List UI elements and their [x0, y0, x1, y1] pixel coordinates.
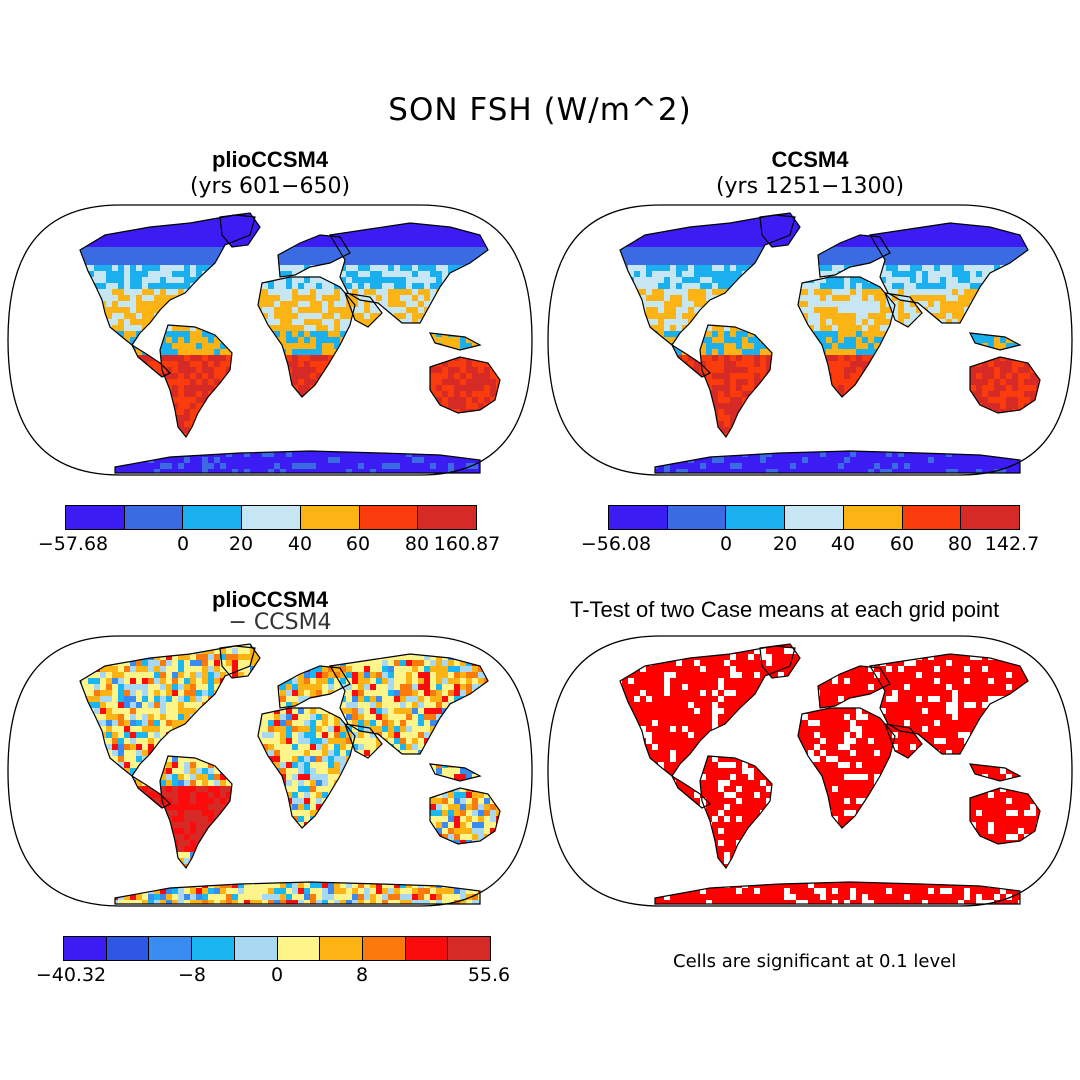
panel-subtitle-ccsm4: (yrs 1251−1300) — [715, 174, 905, 199]
colorbar-pliocc — [65, 505, 477, 530]
colorbar-tick-label: 0 — [176, 533, 190, 555]
colorbar-tick-label: 20 — [228, 533, 254, 555]
colorbar-ccsm4 — [608, 505, 1020, 530]
colorbar-swatch — [726, 506, 786, 529]
coastlines — [79, 643, 501, 905]
panel-title-pliocc: plioCCSM4 — [211, 147, 329, 172]
colorbar-tick-label: 0 — [719, 533, 733, 555]
colorbar-swatch — [183, 506, 243, 529]
panel-title-difference: plioCCSM4 — [211, 587, 329, 612]
colorbar-tick-label: −57.68 — [37, 533, 109, 555]
colorbar-swatch — [362, 937, 406, 960]
colorbar-tick-label: −56.08 — [580, 533, 652, 555]
panel-subtitle-pliocc: (yrs 601−650) — [189, 174, 351, 199]
panel-subtitle-difference: − CCSM4 — [228, 610, 332, 635]
colorbar-tick-label: 60 — [345, 533, 371, 555]
figure-title: SON FSH (W/m^2) — [388, 92, 692, 128]
colorbar-tick-label: 142.7 — [984, 533, 1040, 555]
colorbar-tick-label: 80 — [947, 533, 973, 555]
colorbar-tick-label: 8 — [355, 964, 369, 986]
map-outline — [7, 204, 533, 476]
colorbar-swatch — [242, 506, 301, 529]
map-pliocc — [7, 204, 533, 476]
map-ccsm4 — [547, 204, 1073, 476]
colorbar-tick-label: 160.87 — [433, 533, 501, 555]
colorbar-swatch — [902, 506, 962, 529]
significance-note: Cells are significant at 0.1 level — [673, 951, 957, 972]
colorbar-swatch — [448, 937, 491, 960]
map-difference — [7, 635, 533, 907]
colorbar-swatch — [106, 937, 150, 960]
colorbar-tick-label: −40.32 — [35, 964, 107, 986]
colorbar-tick-label: 80 — [404, 533, 430, 555]
panel-title-ccsm4: CCSM4 — [771, 147, 849, 172]
colorbar-swatch — [234, 937, 278, 960]
colorbar-tick-label: 20 — [772, 533, 798, 555]
colorbar-tick-label: 40 — [287, 533, 313, 555]
colorbar-tick-label: 55.6 — [467, 964, 511, 986]
colorbar-swatch — [359, 506, 419, 529]
map-outline — [547, 204, 1073, 476]
colorbar-swatch — [300, 506, 360, 529]
colorbar-swatch — [418, 506, 477, 529]
colorbar-swatch — [64, 937, 107, 960]
coastlines — [619, 212, 1041, 474]
colorbar-swatch — [149, 937, 193, 960]
colorbar-swatch — [405, 937, 449, 960]
colorbar-swatch — [667, 506, 727, 529]
panel-title-ttest: T-Test of two Case means at each grid po… — [570, 597, 1000, 622]
colorbar-swatch — [843, 506, 903, 529]
colorbar-tick-label: 40 — [830, 533, 856, 555]
coastlines — [79, 212, 501, 474]
colorbar-swatch — [277, 937, 321, 960]
coastlines — [619, 643, 1041, 905]
map-outline — [547, 635, 1073, 907]
colorbar-swatch — [192, 937, 235, 960]
colorbar-tick-label: 0 — [270, 964, 284, 986]
map-outline — [7, 635, 533, 907]
colorbar-swatch — [961, 506, 1020, 529]
colorbar-difference — [63, 936, 491, 961]
colorbar-swatch — [124, 506, 184, 529]
colorbar-swatch — [66, 506, 125, 529]
colorbar-swatch — [609, 506, 668, 529]
colorbar-tick-label: 60 — [889, 533, 915, 555]
colorbar-swatch — [320, 937, 363, 960]
map-ttest — [547, 635, 1073, 907]
colorbar-tick-label: −8 — [177, 964, 207, 986]
colorbar-swatch — [785, 506, 844, 529]
